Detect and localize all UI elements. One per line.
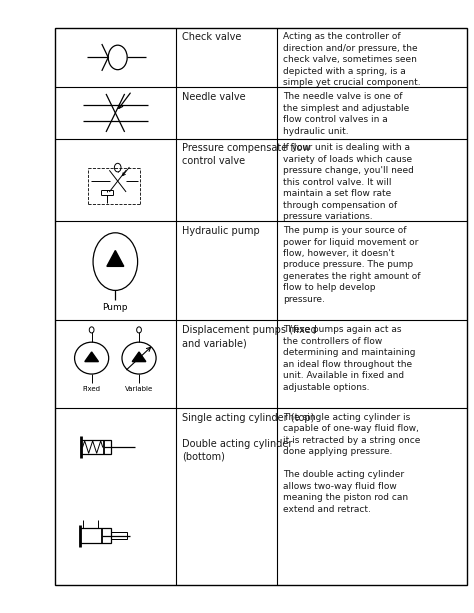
Bar [55,28,467,585]
Text: Needle valve: Needle valve [182,92,246,102]
Text: Hydraulic pump: Hydraulic pump [182,226,260,236]
Circle shape [93,233,137,291]
Text: Variable: Variable [125,386,153,392]
Text: These pumps again act as
the controllers of flow
determining and maintaining
an : These pumps again act as the controllers… [283,326,415,392]
Polygon shape [132,352,146,362]
Text: Pump: Pump [102,303,128,311]
Polygon shape [85,352,99,362]
Text: Check valve: Check valve [182,32,241,42]
Text: The needle valve is one of
the simplest and adjustable
flow control valves in a
: The needle valve is one of the simplest … [283,92,409,135]
Bar [80,528,110,543]
Text: The pump is your source of
power for liquid movement or
flow, however, it doesn': The pump is your source of power for liq… [283,226,420,304]
Bar [110,533,127,539]
Ellipse shape [74,342,109,374]
Text: If your unit is dealing with a
variety of loads which cause
pressure change, you: If your unit is dealing with a variety o… [283,143,414,221]
Text: Acting as the controller of
direction and/or pressure, the
check valve, sometime: Acting as the controller of direction an… [283,32,420,87]
Polygon shape [107,251,124,267]
Text: Pressure compensate flow
control valve: Pressure compensate flow control valve [182,143,310,166]
Ellipse shape [122,342,156,374]
Text: Single acting cylinder (top)

Double acting cylinder
(bottom): Single acting cylinder (top) Double acti… [182,413,314,462]
Text: The single acting cylinder is
capable of one-way fluid flow,
it is retracted by : The single acting cylinder is capable of… [283,413,420,514]
Text: Displacement pumps (fixed
and variable): Displacement pumps (fixed and variable) [182,326,317,348]
Bar [81,440,110,454]
Text: Fixed: Fixed [82,386,100,392]
